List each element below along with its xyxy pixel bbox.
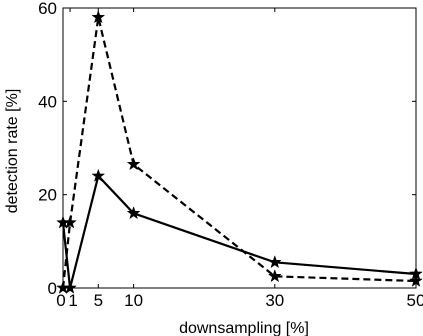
x-axis-label: downsampling [%] [179, 320, 309, 336]
x-tick-label: 50 [407, 291, 423, 310]
data-point [126, 157, 141, 171]
x-tick-label: 10 [124, 291, 143, 310]
series-solid [56, 168, 423, 294]
y-tick-label: 60 [38, 0, 57, 18]
x-tick-label: 1 [68, 291, 77, 310]
data-point [91, 168, 106, 182]
data-point [409, 273, 423, 287]
plot-area [62, 7, 417, 289]
x-tick-label: 5 [94, 291, 103, 310]
data-point [63, 215, 77, 229]
data-point [91, 10, 106, 24]
y-tick-label: 40 [38, 92, 57, 111]
series-line [61, 173, 417, 289]
data-point [267, 269, 282, 283]
x-tick-label: 0 [56, 291, 65, 310]
series-layer [56, 10, 423, 294]
y-axis-label: detection rate [%] [4, 89, 21, 214]
data-point [267, 255, 282, 269]
data-point [126, 206, 141, 220]
y-tick-label: 0 [48, 279, 57, 298]
ticks-layer: 0 1 5 10 30 50 0 20 40 60 [38, 0, 423, 310]
plot-frame [62, 7, 417, 289]
series-line [61, 17, 417, 289]
series-dashed [56, 10, 423, 294]
y-tick-label: 20 [38, 186, 57, 205]
x-tick-label: 30 [265, 291, 284, 310]
